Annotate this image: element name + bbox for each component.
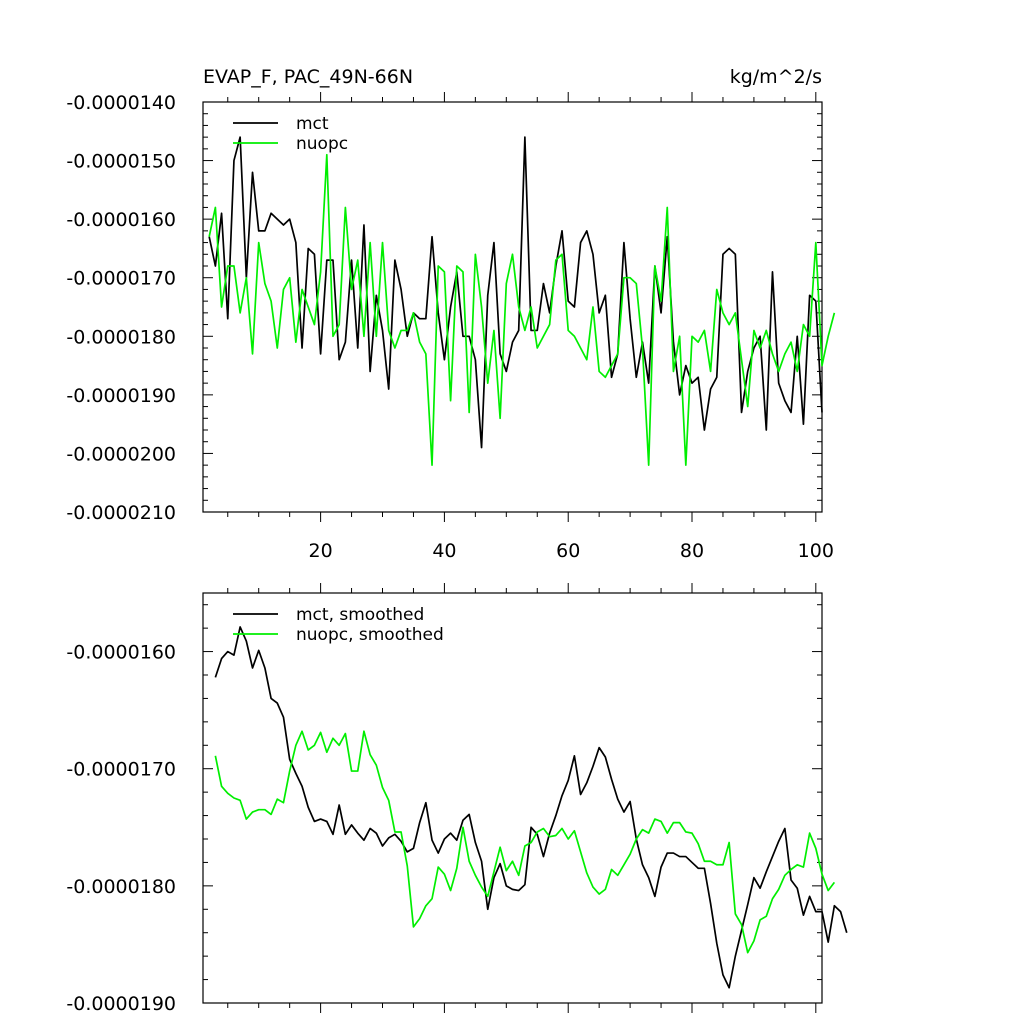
series-line-mct-smoothed <box>214 626 848 989</box>
y-tick-label: -0.0000200 <box>66 443 176 465</box>
top-panel: -0.0000140 -0.0000150 -0.0000160 -0.0000170… <box>66 92 836 562</box>
units-label: kg/m^2/s <box>730 66 822 88</box>
series-line-mct <box>208 136 823 449</box>
x-tick-label: 20 <box>309 540 333 562</box>
x-tick-label: 100 <box>798 540 834 562</box>
chart-title: EVAP_F, PAC_49N-66N <box>203 66 413 88</box>
y-tick-label: -0.0000180 <box>66 876 176 898</box>
y-tick-label: -0.0000170 <box>66 268 176 290</box>
x-tick-label: 60 <box>556 540 580 562</box>
bottom-panel: -0.0000160 -0.0000170 -0.0000180 -0.0000190… <box>66 583 848 1015</box>
y-tick-label: -0.0000180 <box>66 326 176 348</box>
y-tick-label: -0.0000140 <box>66 92 176 114</box>
y-tick-label: -0.0000190 <box>66 385 176 407</box>
legend-label: nuopc, smoothed <box>296 625 444 645</box>
legend-label: mct, smoothed <box>296 605 424 625</box>
plot-frame <box>202 101 823 513</box>
plot-frame <box>202 592 823 1004</box>
y-tick-label: -0.0000170 <box>66 759 176 781</box>
legend-label: mct <box>296 114 329 134</box>
y-tick-label: -0.0000190 <box>66 993 176 1015</box>
y-tick-label: -0.0000160 <box>66 642 176 664</box>
y-tick-label: -0.0000210 <box>66 502 176 524</box>
x-tick-label: 40 <box>432 540 456 562</box>
x-tick-label: 80 <box>680 540 704 562</box>
y-tick-label: -0.0000150 <box>66 151 176 173</box>
series-line-nuopc <box>208 153 836 466</box>
y-tick-label: -0.0000160 <box>66 209 176 231</box>
legend-label: nuopc <box>296 134 348 154</box>
series-line-nuopc-smoothed <box>214 730 836 954</box>
